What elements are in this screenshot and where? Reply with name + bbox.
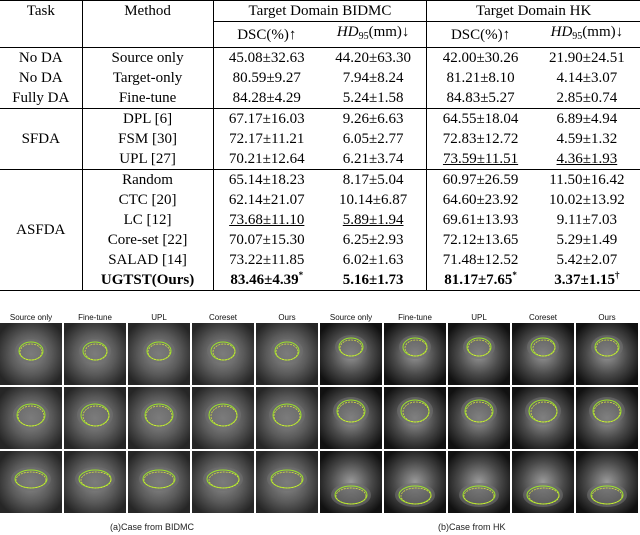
column-label: Ours — [278, 313, 296, 322]
column-label: Coreset — [528, 313, 557, 322]
header-method: Method — [82, 0, 214, 48]
mri-slice-image — [0, 323, 62, 385]
table-row: FSM [30] 72.17±11.21 6.05±2.77 72.83±12.… — [0, 129, 640, 149]
table-row: SALAD [14] 73.22±11.85 6.02±1.63 71.48±1… — [0, 250, 640, 270]
column-label: Source only — [9, 313, 53, 322]
mri-slice-image — [576, 387, 638, 449]
table-row: Core-set [22] 70.07±15.30 6.25±2.93 72.1… — [0, 230, 640, 250]
panel-hk: Source only Fine-tune UPL Coreset Ours — [320, 313, 638, 513]
mri-slice-image — [256, 451, 318, 513]
caption-hk: (b)Case from HK — [438, 522, 506, 532]
mri-slice-image — [576, 451, 638, 513]
mri-slice-image — [320, 323, 382, 385]
panel-bidmc: Source only Fine-tune UPL Coreset Ours — [0, 313, 318, 513]
mri-slice-image — [128, 451, 190, 513]
column-label: Fine-tune — [78, 313, 112, 322]
mri-slice-image — [192, 323, 254, 385]
header-hk-hd: HD95(mm)↓ — [533, 21, 640, 48]
mri-slice-image — [448, 323, 510, 385]
mri-slice-image — [64, 387, 126, 449]
table-row: CTC [20] 62.14±21.07 10.14±6.87 64.60±23… — [0, 190, 640, 210]
header-bidmc: Target Domain BIDMC — [213, 0, 428, 22]
mri-slice-image — [256, 323, 318, 385]
caption-bidmc: (a)Case from BIDMC — [110, 522, 195, 532]
header-hk: Target Domain HK — [476, 3, 592, 19]
mri-slice-image — [64, 323, 126, 385]
header-bidmc-dsc: DSC(%)↑ — [213, 21, 320, 48]
mri-slice-image — [0, 387, 62, 449]
results-table: Task Method Target Domain BIDMC Target D… — [0, 0, 640, 291]
table-row: SFDA DPL [6] 67.17±16.03 9.26±6.63 64.55… — [0, 108, 640, 170]
mri-slice-image — [0, 451, 62, 513]
mri-slice-image — [384, 451, 446, 513]
mri-slice-image — [192, 451, 254, 513]
mri-slice-image — [576, 323, 638, 385]
mri-slice-image — [512, 451, 574, 513]
mri-slice-image — [192, 387, 254, 449]
mri-slice-image — [256, 387, 318, 449]
table-row: ASFDA Random 65.14±18.23 8.17±5.04 60.97… — [0, 169, 640, 291]
table-row: LC [12] 73.68±11.10 5.89±1.94 69.61±13.9… — [0, 210, 640, 230]
mri-slice-image — [384, 387, 446, 449]
mri-slice-image — [128, 323, 190, 385]
header-hk-dsc: DSC(%)↑ — [426, 21, 534, 48]
table-row: No DA Source only 45.08±32.63 44.20±63.3… — [0, 47, 640, 68]
column-label: Source only — [329, 313, 373, 322]
column-label: Fine-tune — [398, 313, 432, 322]
table-row-ours: UGTST(Ours) 83.46±4.39* 5.16±1.73 81.17±… — [0, 270, 640, 291]
mri-slice-image — [384, 323, 446, 385]
task-sfda: SFDA — [0, 108, 83, 170]
mri-slice-image — [320, 387, 382, 449]
header-task: Task — [0, 0, 83, 48]
column-label: UPL — [151, 313, 167, 322]
qualitative-figure: Source only Fine-tune UPL Coreset Ours Sourc… — [0, 313, 640, 513]
mri-slice-image — [512, 387, 574, 449]
mri-slice-image — [448, 451, 510, 513]
mri-slice-image — [320, 451, 382, 513]
mri-slice-image — [512, 323, 574, 385]
task-asfda: ASFDA — [0, 169, 83, 291]
table-row: UPL [27] 70.21±12.64 6.21±3.74 73.59±11.… — [0, 149, 640, 170]
column-label: Ours — [598, 313, 616, 322]
mri-slice-image — [448, 387, 510, 449]
column-label: UPL — [471, 313, 487, 322]
column-label: Coreset — [208, 313, 237, 322]
mri-slice-image — [128, 387, 190, 449]
table-row: Fully DA Fine-tune 84.28±4.29 5.24±1.58 … — [0, 88, 640, 109]
header-bidmc-hd: HD95(mm)↓ — [319, 21, 428, 48]
mri-slice-image — [64, 451, 126, 513]
table-row: No DA Target-only 80.59±9.27 7.94±8.24 8… — [0, 68, 640, 88]
